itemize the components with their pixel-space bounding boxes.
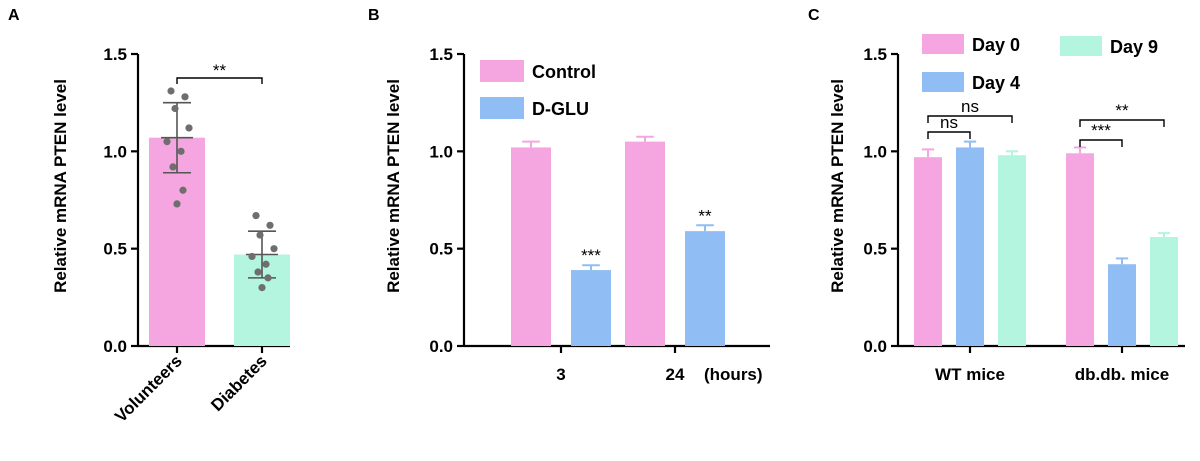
data-point — [264, 274, 272, 282]
y-tick-label: 0.5 — [863, 240, 887, 259]
data-point — [256, 231, 264, 239]
data-point — [173, 200, 181, 208]
data-point — [167, 87, 175, 95]
y-tick-label: 1.5 — [863, 45, 887, 64]
legend-swatch — [480, 97, 524, 119]
data-point — [179, 186, 187, 194]
x-tick-label: Volunteers — [111, 351, 186, 426]
significance-label: ns — [940, 113, 958, 132]
legend-swatch — [922, 34, 964, 54]
data-point — [181, 93, 189, 101]
y-tick-label: 1.5 — [429, 45, 453, 64]
significance-label: ** — [698, 206, 712, 225]
x-tick-label: db.db. mice — [1075, 365, 1169, 384]
significance-bracket — [1079, 139, 1123, 147]
data-point — [266, 221, 274, 229]
data-point — [262, 260, 270, 268]
bar — [511, 147, 551, 346]
data-point — [252, 211, 260, 220]
significance-bracket — [176, 77, 263, 84]
panel-a-chart: 0.0 0.5 1.0 1.5 Relative mRNA PTEN level Volu… — [51, 45, 290, 426]
data-point — [171, 104, 179, 113]
bar — [571, 270, 611, 346]
y-axis-label: Relative mRNA PTEN level — [51, 79, 70, 293]
bar — [914, 157, 942, 346]
bar — [1108, 264, 1136, 346]
data-point — [254, 268, 262, 276]
x-tick-label: 24 — [666, 365, 685, 384]
significance-label: *** — [1091, 121, 1111, 140]
significance-bracket — [927, 131, 971, 139]
y-axis-label: Relative mRNA PTEN level — [828, 79, 847, 293]
legend-label: Day 4 — [972, 73, 1020, 93]
legend-label: D-GLU — [532, 99, 589, 119]
y-tick-label: 0.0 — [863, 337, 887, 356]
data-point — [258, 284, 266, 292]
significance-label: ns — [961, 97, 979, 116]
legend-label: Control — [532, 62, 596, 82]
panel-b-chart: 0.0 0.5 1.0 1.5 Relative mRNA PTEN level *** 3… — [384, 45, 770, 384]
x-tick-label: WT mice — [935, 365, 1005, 384]
data-point — [185, 124, 193, 132]
panel-label-a: A — [8, 7, 20, 24]
panel-label-b: B — [368, 7, 380, 24]
data-point — [270, 245, 278, 253]
significance-label: *** — [581, 246, 601, 265]
y-tick-label: 0.5 — [429, 240, 453, 259]
y-tick-label: 1.5 — [103, 45, 127, 64]
significance-label: ** — [213, 61, 227, 80]
x-tick-label: 3 — [556, 365, 565, 384]
bar — [1066, 153, 1094, 346]
legend-swatch — [922, 72, 964, 92]
significance-bracket — [1079, 119, 1165, 127]
bar — [625, 141, 665, 346]
y-tick-label: 0.0 — [103, 337, 127, 356]
data-point — [248, 252, 256, 261]
y-tick-label: 0.5 — [103, 240, 127, 259]
x-tick-label: Diabetes — [207, 351, 271, 415]
y-axis-label: Relative mRNA PTEN level — [384, 79, 403, 293]
bar — [956, 147, 984, 346]
data-point — [163, 138, 171, 146]
x-axis-unit-label: (hours) — [704, 365, 763, 384]
data-point — [177, 147, 185, 155]
y-tick-label: 1.0 — [429, 142, 453, 161]
y-tick-label: 0.0 — [429, 337, 453, 356]
legend-label: Day 0 — [972, 35, 1020, 55]
legend-swatch — [480, 60, 524, 82]
significance-bracket — [927, 115, 1013, 123]
panel-label-c: C — [808, 7, 820, 24]
significance-label: ** — [1115, 101, 1129, 120]
legend-label: Day 9 — [1110, 37, 1158, 57]
data-point — [169, 163, 177, 171]
y-tick-label: 1.0 — [103, 142, 127, 161]
bar — [1150, 236, 1178, 346]
y-tick-label: 1.0 — [863, 142, 887, 161]
bar — [685, 231, 725, 346]
panel-c-chart: 0.0 0.5 1.0 1.5 Relative mRNA PTEN level WT m… — [828, 34, 1185, 384]
legend-swatch — [1060, 36, 1102, 56]
bar — [998, 155, 1026, 346]
